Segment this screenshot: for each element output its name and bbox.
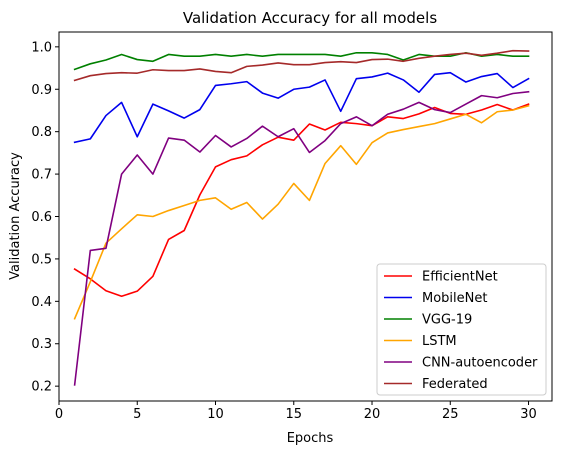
series-line-efficientnet — [73, 103, 530, 298]
legend-label-vgg-19: VGG-19 — [422, 313, 472, 328]
x-tick-label: 0 — [55, 407, 63, 422]
series-line-federated — [73, 49, 530, 82]
series-line-mobilenet — [73, 71, 530, 144]
x-tick-label: 25 — [442, 407, 459, 422]
series-line-vgg-19 — [73, 51, 530, 71]
legend-label-lstm: LSTM — [422, 334, 457, 349]
y-tick-label: 0.3 — [31, 337, 52, 352]
chart-title: Validation Accuracy for all models — [183, 9, 437, 27]
x-tick-label: 20 — [364, 407, 381, 422]
plot-frame — [58, 31, 553, 402]
x-tick-label: 5 — [133, 407, 141, 422]
x-tick-label: 30 — [520, 407, 537, 422]
legend-label-mobilenet: MobileNet — [422, 291, 487, 306]
series-line-cnn-autoencoder — [73, 90, 530, 386]
legend-label-efficientnet: EfficientNet — [422, 270, 498, 285]
series-line-lstm — [73, 104, 530, 320]
y-tick-label: 0.4 — [31, 295, 52, 310]
axes-layer: 0 5 10 15 20 25 30 0.2 0.3 0.4 0.5 0.6 0.7 0.8 0.9 1.0 — [31, 40, 536, 422]
x-tick-label: 10 — [207, 407, 224, 422]
y-tick-label: 0.5 — [31, 252, 52, 267]
x-axis-label: Epochs — [287, 431, 334, 446]
legend-label-federated: Federated — [422, 377, 488, 392]
legend-frame — [376, 263, 547, 396]
y-axis-label: Validation Accuracy — [8, 152, 23, 280]
y-tick-label: 1.0 — [31, 40, 52, 55]
legend-label-cnn-autoencoder: CNN-autoencoder — [422, 356, 538, 371]
y-tick-label: 0.9 — [31, 83, 52, 98]
x-tick-label: 15 — [285, 407, 302, 422]
series-layer — [73, 49, 530, 386]
y-tick-label: 0.2 — [31, 380, 52, 395]
y-tick-label: 0.7 — [31, 168, 52, 183]
legend: EfficientNet MobileNet VGG-19 LSTM CNN-autoe… — [376, 263, 547, 396]
y-tick-label: 0.6 — [31, 210, 52, 225]
y-tick-label: 0.8 — [31, 125, 52, 140]
